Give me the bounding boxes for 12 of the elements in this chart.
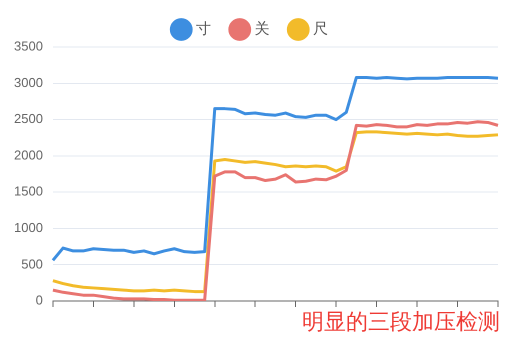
y-tick-label: 3000 — [14, 74, 43, 90]
y-tick-label: 500 — [21, 256, 43, 272]
y-tick-label: 3500 — [14, 38, 43, 54]
y-tick-label: 1500 — [14, 184, 43, 199]
y-tick-label: 1000 — [14, 220, 43, 236]
legend-label: 关 — [254, 19, 270, 38]
legend-label: 尺 — [312, 19, 328, 38]
text: 明显的三段加压检测 — [302, 307, 500, 337]
y-tick-label: 2500 — [14, 111, 43, 126]
legend-label: 寸 — [196, 19, 211, 38]
y-tick-label: 0 — [36, 292, 43, 308]
y-tick-label: 2000 — [14, 147, 43, 162]
